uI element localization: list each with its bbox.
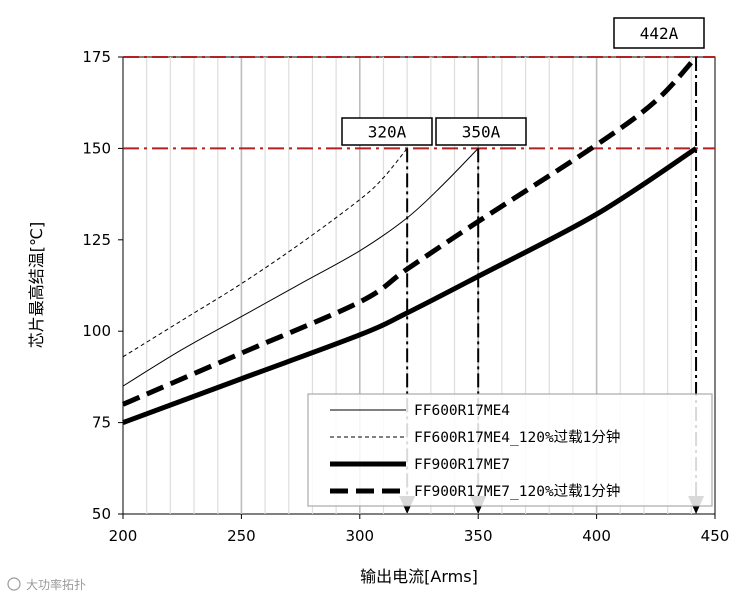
- callout-label: 442A: [640, 24, 679, 43]
- x-tick-label: 200: [109, 527, 138, 545]
- callout-label: 350A: [462, 123, 501, 142]
- legend-box: [307, 393, 713, 507]
- legend: FF600R17ME4 FF600R17ME4_120%过载1分钟 FF900R17…: [307, 393, 713, 507]
- y-tick-label: 150: [82, 139, 111, 157]
- y-tick-label: 50: [92, 505, 111, 523]
- y-tick-label: 175: [82, 48, 111, 66]
- y-tick-label: 100: [82, 322, 111, 340]
- series-line-1: [122, 148, 479, 387]
- callout-box: [341, 117, 433, 146]
- watermark-text: 大功率拓扑: [26, 577, 86, 592]
- series-line-2: [122, 148, 408, 358]
- x-tick-label: 450: [701, 527, 730, 545]
- callout-box: [435, 117, 527, 146]
- callout-label: 320A: [368, 123, 407, 142]
- y-axis-title: 芯片最高结温[℃]: [27, 222, 46, 348]
- series-lines: [122, 55, 698, 425]
- reference-lines: [123, 56, 715, 514]
- watermark-logo-icon: [7, 577, 21, 591]
- legend-label: FF600R17ME4_120%过载1分钟: [414, 429, 620, 446]
- legend-label: FF900R17ME7: [414, 457, 510, 473]
- x-tick-label: 400: [582, 527, 611, 545]
- watermark: 大功率拓扑: [7, 577, 86, 592]
- y-tick-label: 75: [92, 414, 111, 432]
- axes: 200 250 300 350 400 450 50 75 100 125 150 175: [82, 48, 729, 545]
- legend-label: FF900R17ME7_120%过载1分钟: [414, 483, 620, 500]
- x-tick-label: 250: [227, 527, 256, 545]
- y-tick-label: 125: [82, 231, 111, 249]
- callout-box: [613, 17, 705, 49]
- x-axis-title: 输出电流[Arms]: [360, 567, 478, 586]
- series-line-4: [122, 55, 698, 407]
- series-line-3: [122, 146, 698, 425]
- x-tick-label: 350: [464, 527, 493, 545]
- x-tick-label: 300: [345, 527, 374, 545]
- callouts: 320A 350A 442A: [341, 17, 705, 146]
- legend-label: FF600R17ME4: [414, 403, 510, 419]
